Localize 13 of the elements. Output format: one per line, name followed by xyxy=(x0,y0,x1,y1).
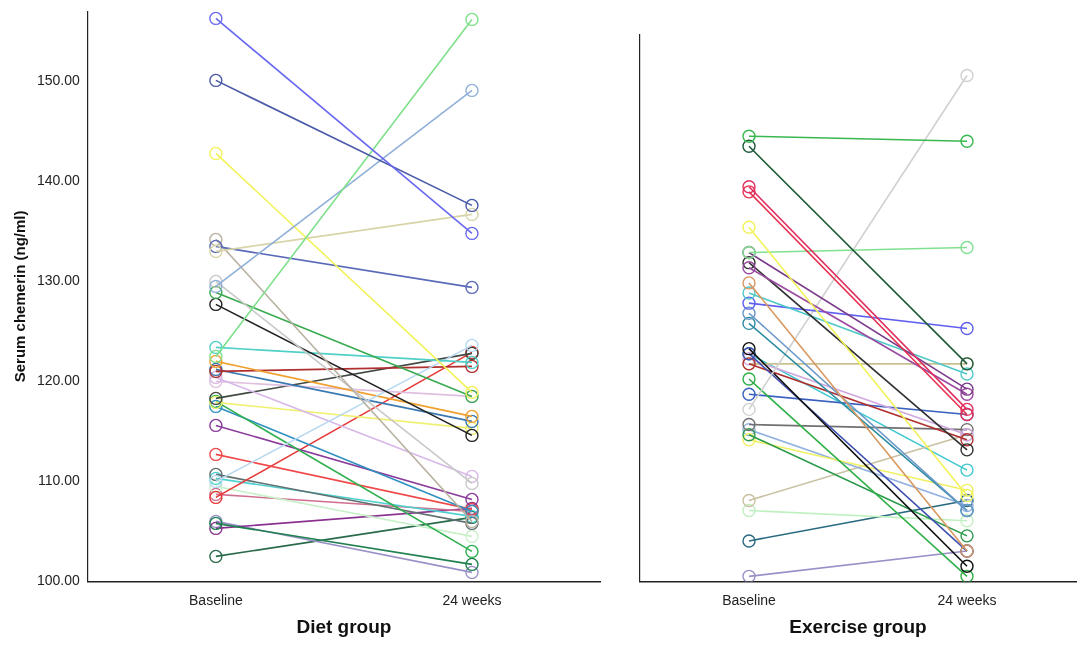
x-tick-label: 24 weeks xyxy=(442,591,502,608)
x-tick-label: 24 weeks xyxy=(937,591,997,608)
y-axis-title: Serum chemerin (ng/ml) xyxy=(11,210,29,383)
y-tick-label: 110.00 xyxy=(38,472,81,489)
y-tick-label: 130.00 xyxy=(36,272,81,289)
y-tick-label: 140.00 xyxy=(36,172,81,189)
y-tick-label: 150.00 xyxy=(36,72,81,89)
x-axis-title: Diet group xyxy=(296,615,392,637)
y-tick-label: 100.00 xyxy=(36,572,81,589)
x-tick-label: Baseline xyxy=(722,591,777,608)
y-tick-label: 120.00 xyxy=(36,372,81,389)
x-tick-label: Baseline xyxy=(189,591,243,608)
x-axis-title: Exercise group xyxy=(789,615,927,637)
